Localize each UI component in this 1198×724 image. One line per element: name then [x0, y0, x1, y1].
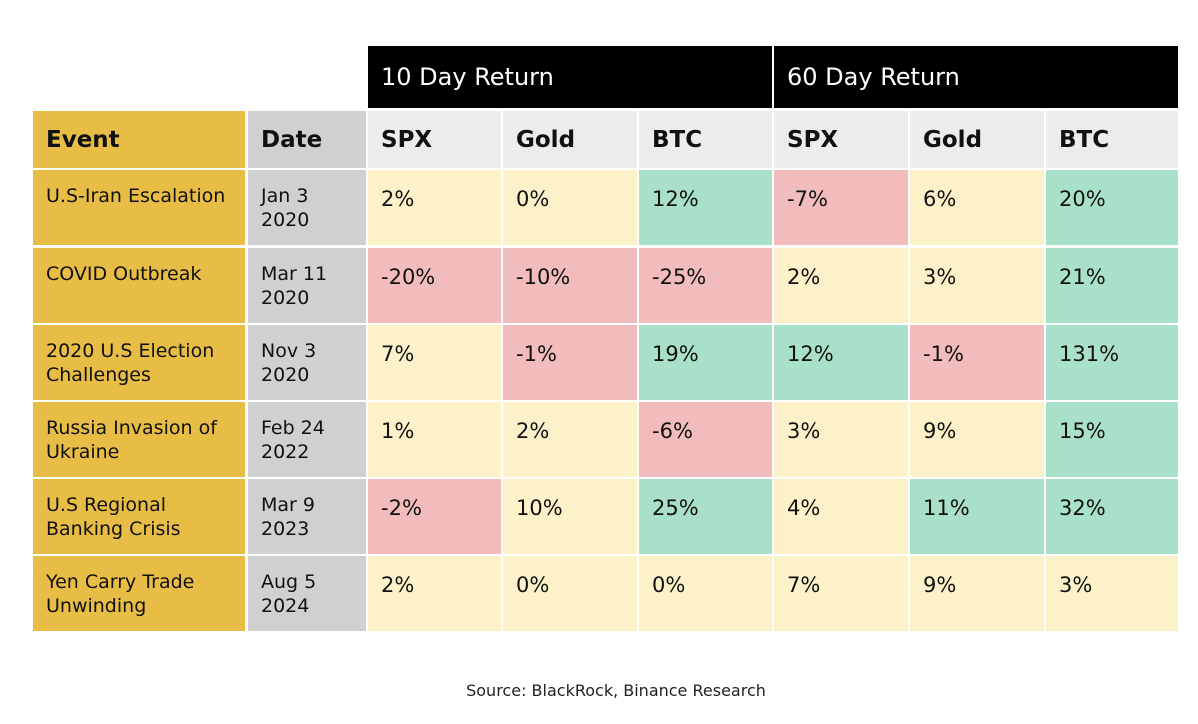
date-cell: Feb 24 2022 — [248, 402, 366, 477]
value-cell-spx-60d: -7% — [774, 170, 908, 245]
header-btc-10d: BTC — [639, 111, 772, 168]
value-cell-spx-60d: 3% — [774, 402, 908, 477]
value-cell-spx-10d: 2% — [368, 556, 501, 631]
value-cell-spx-60d: 4% — [774, 479, 908, 554]
header-date: Date — [248, 111, 366, 168]
value-cell-spx-10d: 7% — [368, 325, 501, 400]
header-spx-60d: SPX — [774, 111, 908, 168]
header-event: Event — [33, 111, 245, 168]
value-cell-gold-60d: 6% — [910, 170, 1044, 245]
value-cell-spx-10d: 1% — [368, 402, 501, 477]
header-spx-10d: SPX — [368, 111, 501, 168]
value-cell-gold-60d: 9% — [910, 402, 1044, 477]
value-cell-gold-10d: -1% — [503, 325, 637, 400]
value-cell-spx-10d: 2% — [368, 170, 501, 245]
date-cell: Jan 3 2020 — [248, 170, 366, 245]
value-cell-spx-60d: 2% — [774, 248, 908, 323]
value-cell-btc-10d: 0% — [639, 556, 772, 631]
value-cell-gold-10d: 2% — [503, 402, 637, 477]
value-cell-gold-10d: -10% — [503, 248, 637, 323]
group-header-10-day: 10 Day Return — [368, 46, 772, 108]
event-cell: U.S Regional Banking Crisis — [33, 479, 245, 554]
value-cell-gold-60d: -1% — [910, 325, 1044, 400]
date-cell: Mar 11 2020 — [248, 248, 366, 323]
value-cell-btc-10d: -25% — [639, 248, 772, 323]
value-cell-btc-60d: 15% — [1046, 402, 1178, 477]
source-note: Source: BlackRock, Binance Research — [466, 681, 766, 700]
event-cell: U.S-Iran Escalation — [33, 170, 245, 245]
value-cell-btc-60d: 3% — [1046, 556, 1178, 631]
value-cell-btc-60d: 21% — [1046, 248, 1178, 323]
value-cell-gold-10d: 10% — [503, 479, 637, 554]
group-header-60-day: 60 Day Return — [774, 46, 1178, 108]
header-btc-60d: BTC — [1046, 111, 1178, 168]
value-cell-btc-60d: 20% — [1046, 170, 1178, 245]
value-cell-spx-10d: -20% — [368, 248, 501, 323]
value-cell-spx-10d: -2% — [368, 479, 501, 554]
value-cell-btc-60d: 32% — [1046, 479, 1178, 554]
value-cell-btc-10d: 12% — [639, 170, 772, 245]
value-cell-gold-10d: 0% — [503, 170, 637, 245]
value-cell-btc-60d: 131% — [1046, 325, 1178, 400]
date-cell: Aug 5 2024 — [248, 556, 366, 631]
date-cell: Nov 3 2020 — [248, 325, 366, 400]
event-cell: 2020 U.S Election Challenges — [33, 325, 245, 400]
value-cell-btc-10d: 25% — [639, 479, 772, 554]
value-cell-spx-60d: 7% — [774, 556, 908, 631]
event-cell: COVID Outbreak — [33, 248, 245, 323]
header-gold-60d: Gold — [910, 111, 1044, 168]
value-cell-btc-10d: 19% — [639, 325, 772, 400]
event-cell: Russia Invasion of Ukraine — [33, 402, 245, 477]
value-cell-gold-60d: 9% — [910, 556, 1044, 631]
date-cell: Mar 9 2023 — [248, 479, 366, 554]
value-cell-btc-10d: -6% — [639, 402, 772, 477]
value-cell-gold-10d: 0% — [503, 556, 637, 631]
value-cell-gold-60d: 11% — [910, 479, 1044, 554]
event-cell: Yen Carry Trade Unwinding — [33, 556, 245, 631]
header-gold-10d: Gold — [503, 111, 637, 168]
value-cell-spx-60d: 12% — [774, 325, 908, 400]
value-cell-gold-60d: 3% — [910, 248, 1044, 323]
